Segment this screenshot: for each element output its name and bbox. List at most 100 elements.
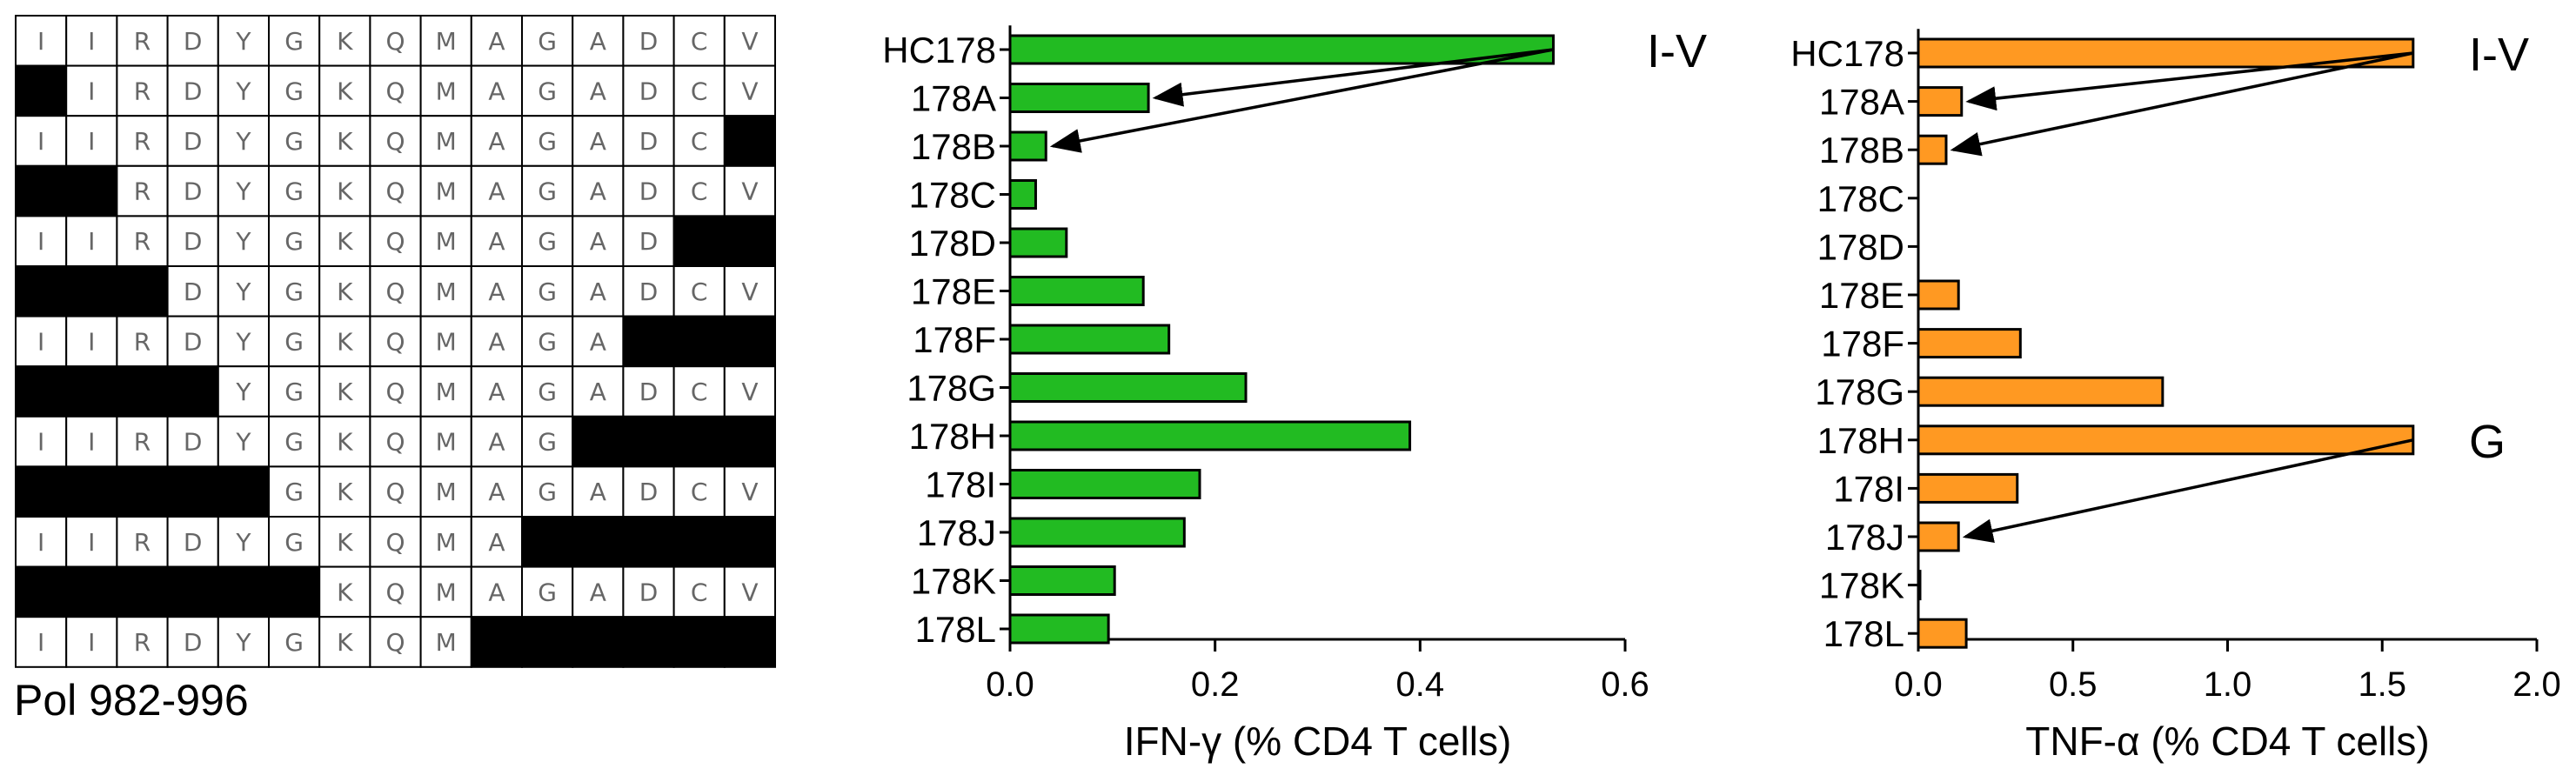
residue-label: M [436, 277, 457, 306]
grid-cell-empty [723, 415, 776, 468]
residue-label: D [184, 428, 203, 457]
residue-label: D [184, 227, 203, 256]
residue-label: Y [235, 528, 251, 557]
residue-label: I [88, 428, 95, 457]
residue-label: K [337, 27, 353, 56]
ifn-category-label: 178G [907, 368, 996, 409]
tnf-category-label: 178D [1817, 226, 1904, 267]
residue-label: G [284, 428, 304, 457]
grid-cell [318, 315, 371, 368]
grid-cell-empty [166, 465, 219, 518]
residue-label: A [488, 327, 505, 356]
tnf-category-label: 178G [1815, 371, 1904, 412]
grid-cell [622, 115, 675, 167]
residue-label: V [741, 378, 758, 406]
peptide-grid: I I R D Y G K Q M A G A D C VI R D Y G K Q M A G A D C VI I R D Y G K Q M A G… [15, 15, 776, 668]
grid-cell-empty [672, 215, 726, 267]
tnf-x-tick-label: 1.5 [2358, 665, 2406, 704]
residue-label: I [88, 77, 95, 105]
grid-cell [521, 415, 574, 468]
grid-cell-empty [116, 365, 169, 418]
ifn-category-label: 178J [917, 512, 996, 553]
residue-label: G [284, 127, 304, 156]
grid-cell [723, 365, 776, 418]
grid-cell [369, 215, 422, 267]
grid-cell [470, 565, 523, 618]
grid-cell [470, 15, 523, 67]
grid-cell [217, 616, 271, 668]
ifn-category-label: 178A [911, 78, 996, 119]
grid-cell [318, 516, 371, 568]
residue-label: D [184, 77, 203, 105]
tnf-annotation-arrow [1962, 438, 2414, 544]
residue-label: I [37, 327, 44, 356]
grid-cell-empty [15, 64, 68, 117]
grid-cell [217, 64, 271, 117]
residue-label: K [337, 578, 353, 606]
ifn-x-tick-label: 0.6 [1601, 665, 1649, 704]
grid-cell [268, 365, 321, 418]
ifn-bar-178d [1008, 227, 1068, 258]
ifn-bar-178c [1008, 179, 1037, 210]
grid-cell [268, 315, 321, 368]
grid-cell-empty [65, 365, 118, 418]
residue-label: G [538, 578, 557, 606]
residue-label: R [134, 628, 151, 657]
residue-label: M [436, 628, 457, 657]
grid-cell [521, 265, 574, 317]
residue-label: V [741, 177, 758, 206]
residue-label: A [488, 77, 505, 105]
ifn-category-label: 178D [909, 223, 996, 264]
residue-label: V [741, 578, 758, 606]
residue-label: G [284, 478, 304, 506]
residue-label: Q [385, 578, 405, 606]
residue-label: D [639, 77, 659, 105]
residue-label: C [691, 77, 708, 105]
tnf-bar-178j [1917, 521, 1960, 552]
residue-label: K [337, 127, 353, 156]
residue-label: A [488, 528, 505, 557]
residue-label: Q [385, 628, 405, 657]
residue-label: I [88, 127, 95, 156]
residue-label: I [37, 127, 44, 156]
residue-label: R [134, 177, 151, 206]
residue-label: D [639, 177, 659, 206]
grid-cell [572, 215, 625, 267]
tnf-alpha-chart: HC178 178A 178B 178C 178D 178E 178F 178G 178H 178… [1790, 29, 2561, 764]
residue-label: R [134, 127, 151, 156]
residue-label: D [184, 27, 203, 56]
grid-cell-empty [572, 516, 625, 568]
grid-cell-empty [268, 565, 321, 618]
grid-cell-empty [672, 516, 726, 568]
residue-label: A [590, 277, 606, 306]
grid-cell [622, 365, 675, 418]
grid-cell [166, 415, 219, 468]
grid-cell-empty [65, 164, 118, 217]
residue-label: D [184, 277, 203, 306]
grid-cell-empty [15, 465, 68, 518]
ifn-category-label: 178I [925, 465, 996, 505]
residue-label: G [538, 478, 557, 506]
residue-label: Q [385, 528, 405, 557]
grid-cell [419, 164, 472, 217]
residue-label: A [488, 478, 505, 506]
ifn-bar-178h [1008, 420, 1412, 451]
grid-cell [268, 616, 321, 668]
residue-label: A [488, 277, 505, 306]
residue-label: G [284, 27, 304, 56]
residue-label: Q [385, 327, 405, 356]
ifn-bar-178g [1008, 372, 1248, 403]
residue-label: G [284, 528, 304, 557]
grid-cell-empty [622, 415, 675, 468]
residue-label: K [337, 277, 353, 306]
grid-cell-empty [723, 115, 776, 167]
ifn-x-tick-label: 0.2 [1191, 665, 1240, 704]
residue-label: K [337, 528, 353, 557]
grid-cell [65, 64, 118, 117]
grid-cell [166, 164, 219, 217]
tnf-annotation-arrow [1950, 51, 2414, 157]
residue-label: M [436, 77, 457, 105]
grid-cell [116, 64, 169, 117]
residue-label: Q [385, 277, 405, 306]
residue-label: M [436, 327, 457, 356]
